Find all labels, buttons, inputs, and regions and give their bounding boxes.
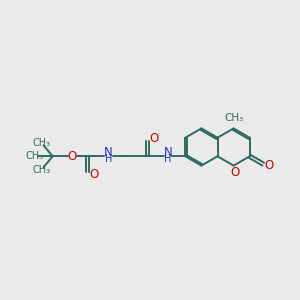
Text: O: O xyxy=(68,150,77,163)
Text: CH₃: CH₃ xyxy=(32,165,50,175)
Text: H: H xyxy=(105,154,112,164)
Text: O: O xyxy=(265,159,274,172)
Text: N: N xyxy=(104,146,113,159)
Text: CH₃: CH₃ xyxy=(32,137,50,148)
Text: CH₃: CH₃ xyxy=(26,151,44,161)
Text: O: O xyxy=(230,166,240,179)
Text: CH₃: CH₃ xyxy=(224,113,243,123)
Text: N: N xyxy=(164,146,172,159)
Text: O: O xyxy=(149,132,158,145)
Text: O: O xyxy=(89,168,99,181)
Text: H: H xyxy=(164,154,172,164)
